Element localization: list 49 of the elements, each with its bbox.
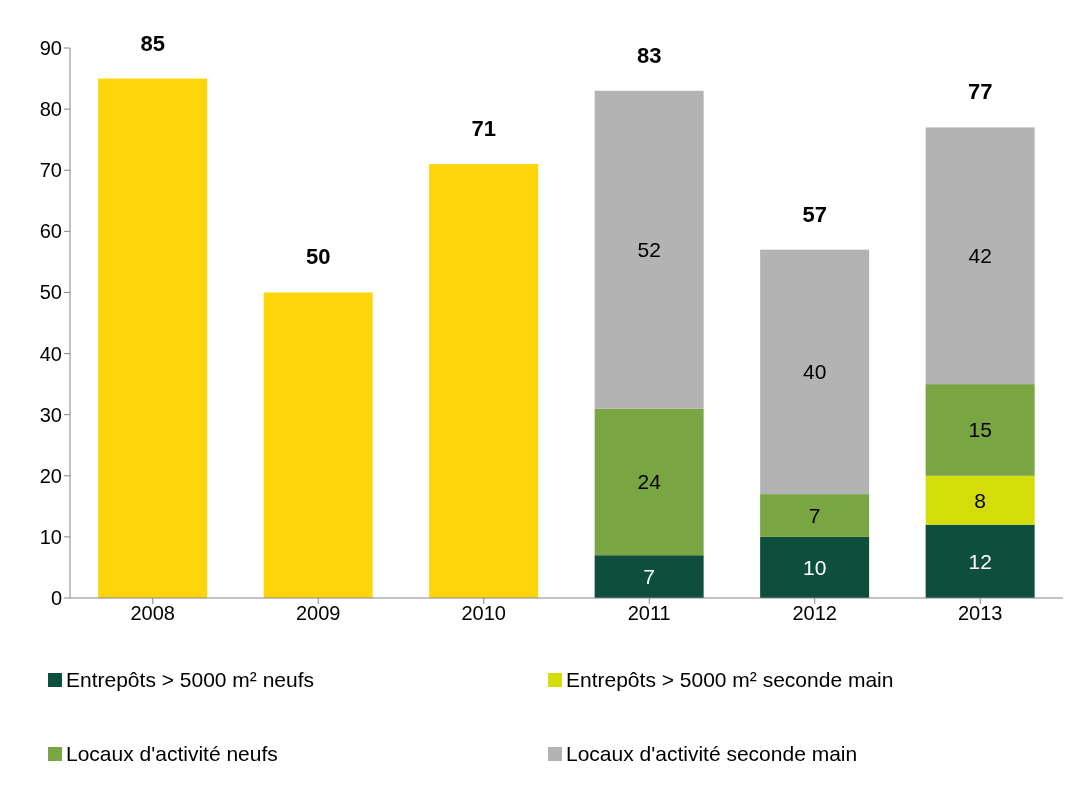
bar [760, 494, 870, 537]
total-label: 83 [636, 42, 662, 68]
total-label: 57 [802, 201, 827, 227]
y-tick-label: 20 [39, 464, 62, 487]
total-label: 85 [140, 30, 165, 56]
bar [760, 249, 870, 495]
data-label: 42 [968, 244, 992, 268]
data-label: 40 [802, 360, 827, 384]
x-tick-label: 2013 [958, 602, 1003, 625]
legend-label: Locaux d'activité neufs [66, 742, 278, 766]
bar [594, 90, 704, 409]
data-label: 7 [808, 504, 821, 527]
total-label: 50 [305, 244, 331, 270]
x-tick-label: 2010 [461, 602, 506, 625]
x-tick-label: 2009 [296, 602, 341, 625]
bar [925, 127, 1035, 385]
y-tick-label: 10 [39, 525, 62, 548]
bar [98, 78, 208, 598]
bar [760, 536, 870, 598]
data-label: 52 [637, 238, 661, 262]
x-tick-label: 2008 [130, 602, 175, 625]
data-label: 10 [802, 555, 827, 579]
data-label: 7 [643, 565, 655, 589]
y-tick-label: 90 [39, 37, 62, 59]
y-tick-label: 30 [39, 403, 62, 426]
x-tick-label: 2012 [792, 602, 837, 625]
y-tick-label: 80 [39, 98, 62, 121]
legend-label: Locaux d'activité seconde main [566, 742, 858, 766]
data-label: 15 [968, 418, 992, 442]
y-tick-label: 70 [39, 159, 62, 182]
y-tick-label: 60 [39, 220, 62, 243]
legend-label: Entrepôts > 5000 m² seconde main [566, 668, 894, 692]
x-tick-label: 2011 [627, 602, 671, 625]
total-label: 71 [471, 116, 496, 142]
y-tick-label: 0 [50, 587, 62, 609]
bar [925, 524, 1035, 598]
bar [263, 292, 373, 598]
bar [594, 408, 704, 556]
y-tick-label: 40 [39, 342, 62, 365]
bar [429, 164, 539, 598]
bar [925, 384, 1035, 476]
legend-label: Entrepôts > 5000 m² neufs [66, 668, 315, 692]
bar [594, 555, 704, 598]
data-label: 8 [974, 488, 986, 512]
data-label: 12 [968, 549, 992, 573]
data-label: 24 [637, 470, 662, 494]
bar [925, 475, 1035, 525]
total-label: 77 [967, 79, 993, 105]
y-tick-label: 50 [39, 281, 62, 304]
